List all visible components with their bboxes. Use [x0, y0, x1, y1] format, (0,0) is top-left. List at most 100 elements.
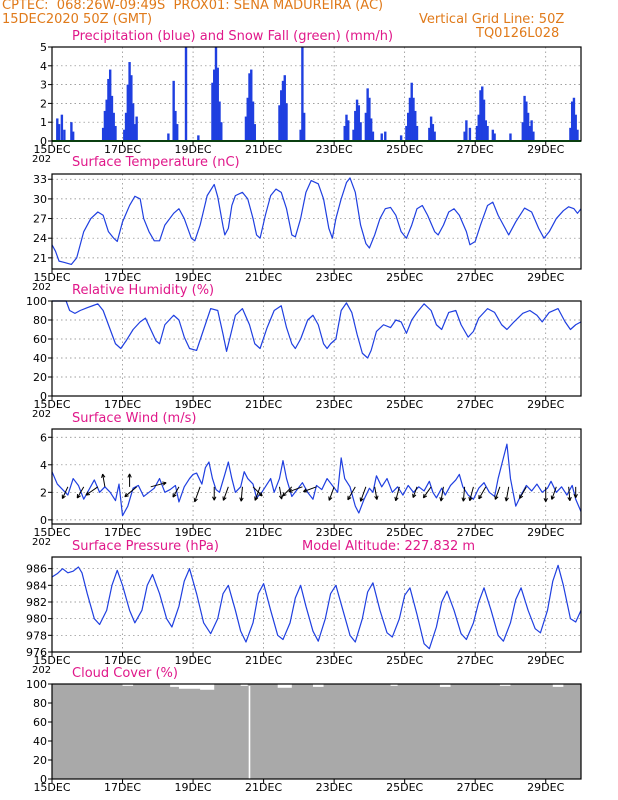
precip-bar [345, 114, 348, 141]
precip-bar [135, 116, 138, 141]
precip-bar [399, 135, 403, 141]
cloud-xtick-label: 17DEC [104, 781, 141, 794]
precip-bar [114, 125, 117, 141]
precip-bar [359, 122, 362, 141]
precip-bar [244, 116, 248, 141]
precip-bar [479, 90, 482, 141]
rh-series-line [52, 300, 582, 359]
pres-xtick-label: 17DEC [104, 654, 141, 667]
wind-arrow [101, 473, 106, 487]
wind-year-label: 202 [32, 537, 51, 548]
precip-bar [130, 75, 133, 141]
header-model-code: TQ0126L028 [476, 26, 560, 41]
wind-xtick-label: 29DEC [527, 526, 564, 539]
wind-arrow [567, 486, 572, 502]
precip-bar [71, 131, 75, 141]
precip-bar [301, 47, 304, 141]
precip-bar [283, 75, 286, 141]
cloud-ytick-label: 100 [26, 678, 47, 691]
pres-ytick-label: 984 [26, 579, 47, 592]
precip-bar [57, 124, 61, 141]
cloud-ytick-label: 20 [33, 754, 47, 767]
precip-bar [412, 97, 415, 141]
wind-arrow [282, 486, 293, 497]
precip-bar [214, 47, 218, 141]
precip-xtick-label: 15DEC [33, 143, 70, 156]
rh-ytick-label: 20 [33, 371, 47, 384]
temp-xtick-label: 17DEC [104, 271, 141, 284]
wind-arrow [239, 486, 244, 502]
pres-xtick-label: 29DEC [527, 654, 564, 667]
pres-ytick-label: 982 [26, 596, 47, 609]
wind-arrow [328, 486, 335, 501]
cloud-title: Cloud Cover (%) [72, 666, 178, 681]
precip-bar [246, 97, 249, 141]
precip-bar [281, 80, 285, 141]
precip-bar [213, 69, 216, 141]
precip-bar [250, 69, 253, 141]
rh-ytick-label: 60 [33, 333, 47, 346]
temp-ytick-label: 24 [33, 232, 47, 245]
wind-arrows [61, 473, 578, 503]
wind-arrow [504, 486, 510, 502]
precip-bar [569, 127, 572, 141]
temp-frame [51, 173, 582, 270]
precip-bar [465, 120, 468, 141]
precip-title: Precipitation (blue) and Snow Fall (gree… [72, 29, 394, 44]
precip-bar [570, 101, 574, 141]
precip-frame [51, 46, 582, 142]
wind-arrow [150, 481, 167, 488]
wind-arrow [212, 486, 217, 501]
pres-ytick-label: 986 [26, 563, 47, 576]
wind-arrow [252, 486, 263, 497]
precip-bar [167, 133, 170, 141]
precip-bar [428, 127, 431, 141]
precip-bar [110, 95, 114, 141]
wind-arrow [468, 486, 474, 502]
precip-bar [211, 82, 214, 141]
rh-xtick-label: 29DEC [527, 398, 564, 411]
precip-bar [105, 99, 108, 141]
precip-bar [530, 120, 533, 141]
header-vertical-grid: Vertical Grid Line: 50Z [419, 12, 565, 27]
precip-ytick-label: 1 [40, 116, 47, 129]
rh-ytick-label: 100 [26, 295, 47, 308]
precip-bar [482, 99, 486, 141]
precip-bar [484, 120, 487, 141]
rh-xtick-label: 19DEC [175, 398, 212, 411]
precip-bar [103, 110, 107, 141]
wind-arrow [61, 486, 69, 499]
rh-xtick-label: 21DEC [245, 398, 282, 411]
precip-bar [369, 118, 373, 141]
wind-arrow [76, 486, 85, 499]
temp-xtick-label: 15DEC [33, 271, 70, 284]
precip-xtick-label: 25DEC [386, 143, 423, 156]
precip-bar [108, 69, 112, 141]
precip-bar [576, 129, 579, 141]
precip-bar [343, 125, 346, 141]
cloud-xtick-label: 19DEC [175, 781, 212, 794]
precip-bars [56, 47, 579, 141]
cloud-xtick-label: 23DEC [316, 781, 353, 794]
precip-bar [357, 105, 361, 141]
precip-ytick-label: 2 [40, 97, 47, 110]
rh-frame [51, 300, 582, 397]
precip-bar [521, 122, 525, 141]
header-date: 15DEC2020 50Z (GMT) [2, 12, 153, 27]
precip-ytick-label: 3 [40, 79, 47, 92]
temp-xtick-label: 21DEC [245, 271, 282, 284]
precip-bar [101, 127, 105, 141]
temp-xtick-label: 19DEC [175, 271, 212, 284]
wind-arrow [412, 486, 418, 498]
precip-bar [355, 99, 359, 141]
precip-bar [124, 112, 128, 141]
precip-bar [384, 131, 387, 141]
precip-bar [251, 101, 255, 141]
wind-arrow [172, 486, 180, 498]
wind-xtick-label: 15DEC [33, 526, 70, 539]
precip-bar [56, 118, 59, 141]
wind-arrow [302, 486, 317, 493]
wind-xtick-label: 27DEC [457, 526, 494, 539]
cloud-ytick-label: 0 [40, 773, 47, 786]
